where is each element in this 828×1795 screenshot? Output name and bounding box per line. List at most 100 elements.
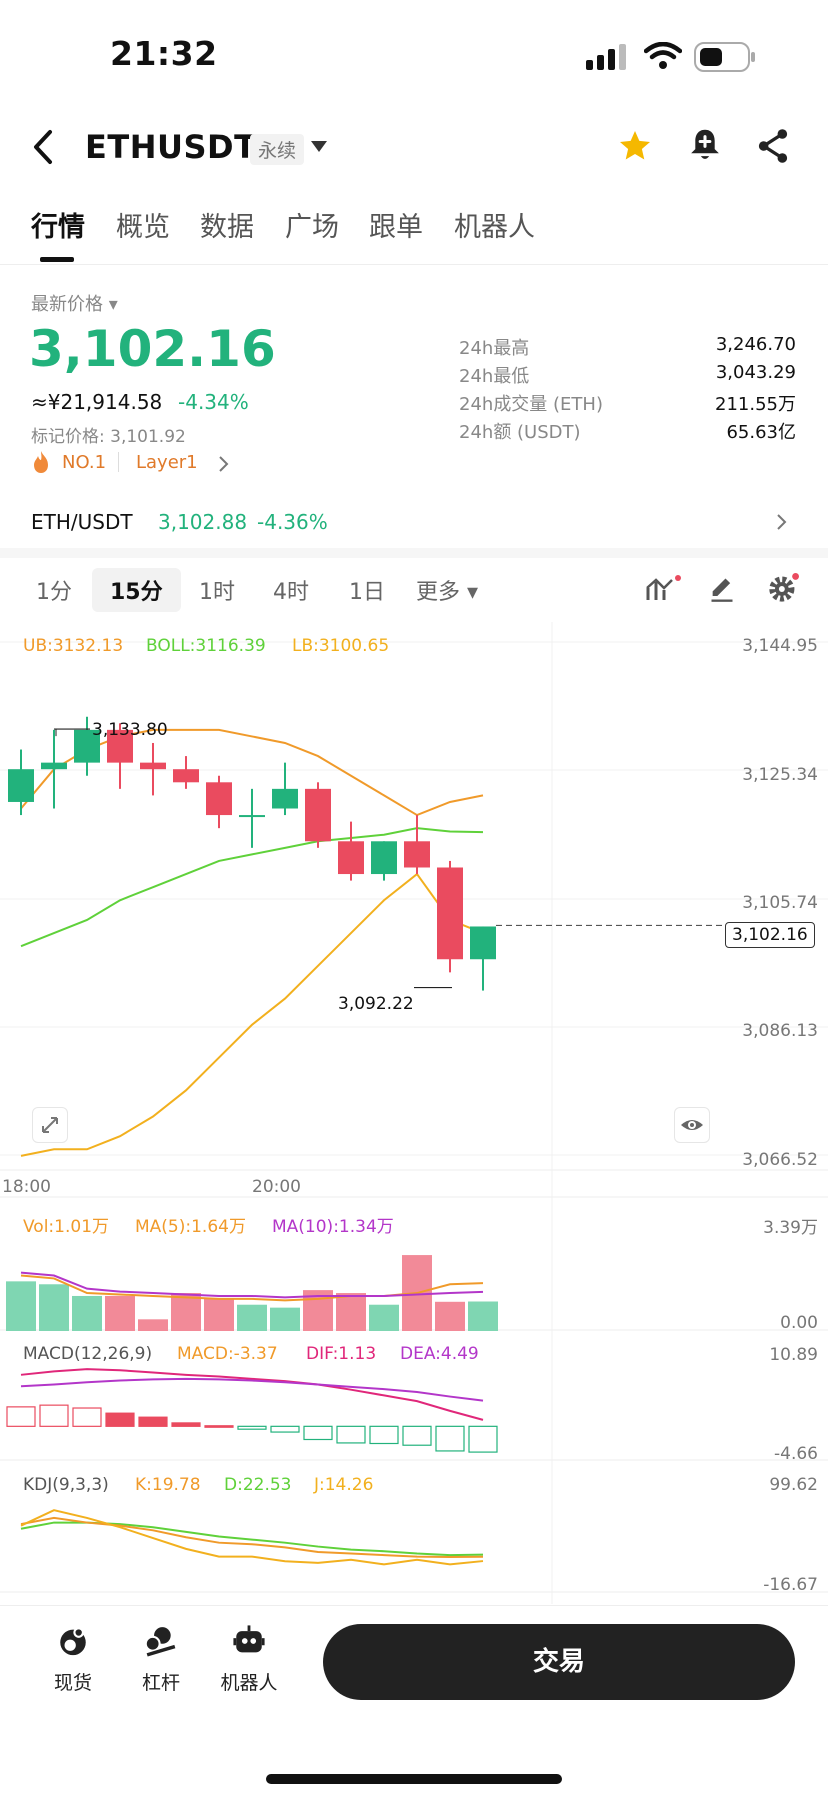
boll-lower-line bbox=[20, 872, 484, 1157]
candle-body bbox=[8, 769, 34, 802]
macd-histogram-bar bbox=[72, 1407, 102, 1427]
kdj-j-line bbox=[20, 1509, 484, 1566]
volume-bar bbox=[6, 1281, 36, 1331]
section-gap bbox=[0, 548, 828, 558]
kdj-axis-tick: 99.62 bbox=[769, 1475, 818, 1495]
back-icon[interactable] bbox=[30, 128, 56, 166]
macd-histogram-bar bbox=[336, 1425, 366, 1444]
interval-1d[interactable]: 1日 bbox=[349, 580, 385, 605]
candle-body bbox=[41, 762, 67, 770]
share-icon[interactable] bbox=[757, 128, 789, 164]
mark-price: 标记价格: 3,101.92 bbox=[31, 427, 186, 447]
stat-label-low: 24h最低 bbox=[459, 366, 530, 387]
macd-axis-tick: -4.66 bbox=[774, 1444, 818, 1464]
interval-1m[interactable]: 1分 bbox=[36, 580, 72, 605]
battery-icon bbox=[694, 42, 755, 72]
rank-badge: NO.1 bbox=[62, 452, 107, 473]
volume-bar bbox=[204, 1298, 234, 1331]
volume-bar bbox=[468, 1301, 498, 1331]
spot-icon bbox=[60, 1627, 86, 1656]
tab-copy-trading[interactable]: 跟单 bbox=[369, 212, 423, 243]
chevron-right-icon bbox=[777, 514, 787, 530]
last-price: 3,102.16 bbox=[29, 320, 276, 378]
nav-bots[interactable]: 机器人 bbox=[209, 1624, 289, 1695]
change-percent: -4.34% bbox=[178, 390, 249, 414]
kdj-d-line bbox=[20, 1521, 484, 1557]
expand-chart-button[interactable] bbox=[32, 1107, 68, 1143]
contract-tag: 永续 bbox=[250, 134, 305, 165]
interval-more[interactable]: 更多 ▾ bbox=[416, 580, 479, 605]
spot-row[interactable]: ETH/USDT 3,102.88 -4.36% bbox=[0, 500, 828, 544]
interval-4h[interactable]: 4时 bbox=[273, 580, 309, 605]
nav-margin[interactable]: 杠杆 bbox=[121, 1624, 201, 1695]
high-annotation: 3,133.80 bbox=[92, 720, 168, 740]
candlestick-chart[interactable] bbox=[0, 622, 828, 1604]
kdj-k-line bbox=[20, 1516, 484, 1559]
macd-value-label: MACD:-3.37 bbox=[177, 1344, 278, 1364]
macd-histogram-bar bbox=[402, 1425, 432, 1446]
volume-bar bbox=[435, 1301, 465, 1331]
macd-histogram-bar bbox=[303, 1425, 333, 1441]
settings-gear-icon[interactable] bbox=[766, 573, 800, 605]
tab-overview[interactable]: 概览 bbox=[116, 212, 170, 243]
candle-body bbox=[338, 841, 364, 875]
volume-bar bbox=[237, 1304, 267, 1331]
draw-tool-icon[interactable] bbox=[708, 575, 736, 603]
cny-price: ≈¥21,914.58 bbox=[31, 390, 163, 414]
macd-histogram-bar bbox=[6, 1406, 36, 1427]
kdj-k-label: K:19.78 bbox=[135, 1475, 201, 1495]
volume-bar bbox=[336, 1293, 366, 1331]
macd-dif-label: DIF:1.13 bbox=[306, 1344, 377, 1364]
interval-15m[interactable]: 15分 bbox=[92, 568, 181, 612]
visibility-toggle-button[interactable] bbox=[674, 1107, 710, 1143]
cellular-signal-icon bbox=[586, 44, 626, 70]
symbol-title[interactable]: ETHUSDT bbox=[85, 128, 257, 166]
star-icon[interactable] bbox=[617, 128, 653, 164]
stat-label-volume: 24h成交量 (ETH) bbox=[459, 394, 603, 415]
nav-margin-label: 杠杆 bbox=[141, 1672, 180, 1694]
nav-spot-label: 现货 bbox=[53, 1672, 92, 1694]
price-axis-tick: 3,125.34 bbox=[742, 765, 818, 785]
chevron-right-icon[interactable] bbox=[218, 455, 230, 473]
spot-pair: ETH/USDT bbox=[31, 510, 133, 534]
macd-label: MACD(12,26,9) bbox=[23, 1344, 153, 1364]
robot-icon bbox=[233, 1625, 265, 1653]
bottom-nav: 现货 杠杆 机器人 交易 bbox=[0, 1605, 828, 1795]
macd-histogram-bar bbox=[105, 1412, 135, 1427]
low-annotation: 3,092.22 bbox=[338, 994, 414, 1014]
price-axis-tick: 3,066.52 bbox=[742, 1150, 818, 1170]
macd-dea-line bbox=[20, 1377, 484, 1402]
volume-bar bbox=[138, 1319, 168, 1331]
candle-body bbox=[437, 867, 463, 960]
price-axis-tick: 3,105.74 bbox=[742, 893, 818, 913]
price-alert-icon[interactable] bbox=[688, 127, 722, 163]
fire-icon bbox=[34, 451, 48, 473]
candle-body bbox=[74, 729, 100, 763]
tab-bots[interactable]: 机器人 bbox=[454, 212, 535, 243]
macd-histogram-bar bbox=[237, 1425, 267, 1430]
stat-value-low: 3,043.29 bbox=[715, 362, 796, 383]
latest-price-label[interactable]: 最新价格 ▾ bbox=[31, 294, 118, 315]
trade-button[interactable]: 交易 bbox=[323, 1624, 795, 1700]
tab-data[interactable]: 数据 bbox=[200, 212, 254, 243]
interval-1h[interactable]: 1时 bbox=[199, 580, 235, 605]
tab-market[interactable]: 行情 bbox=[31, 212, 85, 243]
macd-histogram-bar bbox=[39, 1404, 69, 1427]
home-indicator bbox=[266, 1774, 562, 1784]
kdj-j-label: J:14.26 bbox=[314, 1475, 374, 1495]
stat-value-turnover: 65.63亿 bbox=[726, 422, 796, 443]
tab-square[interactable]: 广场 bbox=[285, 212, 339, 243]
indicator-icon[interactable] bbox=[645, 574, 681, 604]
category-tag[interactable]: Layer1 bbox=[136, 452, 198, 473]
nav-spot[interactable]: 现货 bbox=[33, 1624, 113, 1695]
candle-body bbox=[206, 782, 232, 816]
volume-bar bbox=[72, 1295, 102, 1331]
macd-dif-line bbox=[20, 1368, 484, 1421]
candle-body bbox=[239, 815, 265, 818]
chevron-down-icon[interactable] bbox=[310, 140, 328, 154]
stat-label-high: 24h最高 bbox=[459, 338, 530, 359]
price-axis-tick: 3,144.95 bbox=[742, 636, 818, 656]
stat-value-high: 3,246.70 bbox=[715, 334, 796, 355]
macd-histogram-bar bbox=[204, 1425, 234, 1428]
last-price-tag: 3,102.16 bbox=[725, 922, 815, 948]
